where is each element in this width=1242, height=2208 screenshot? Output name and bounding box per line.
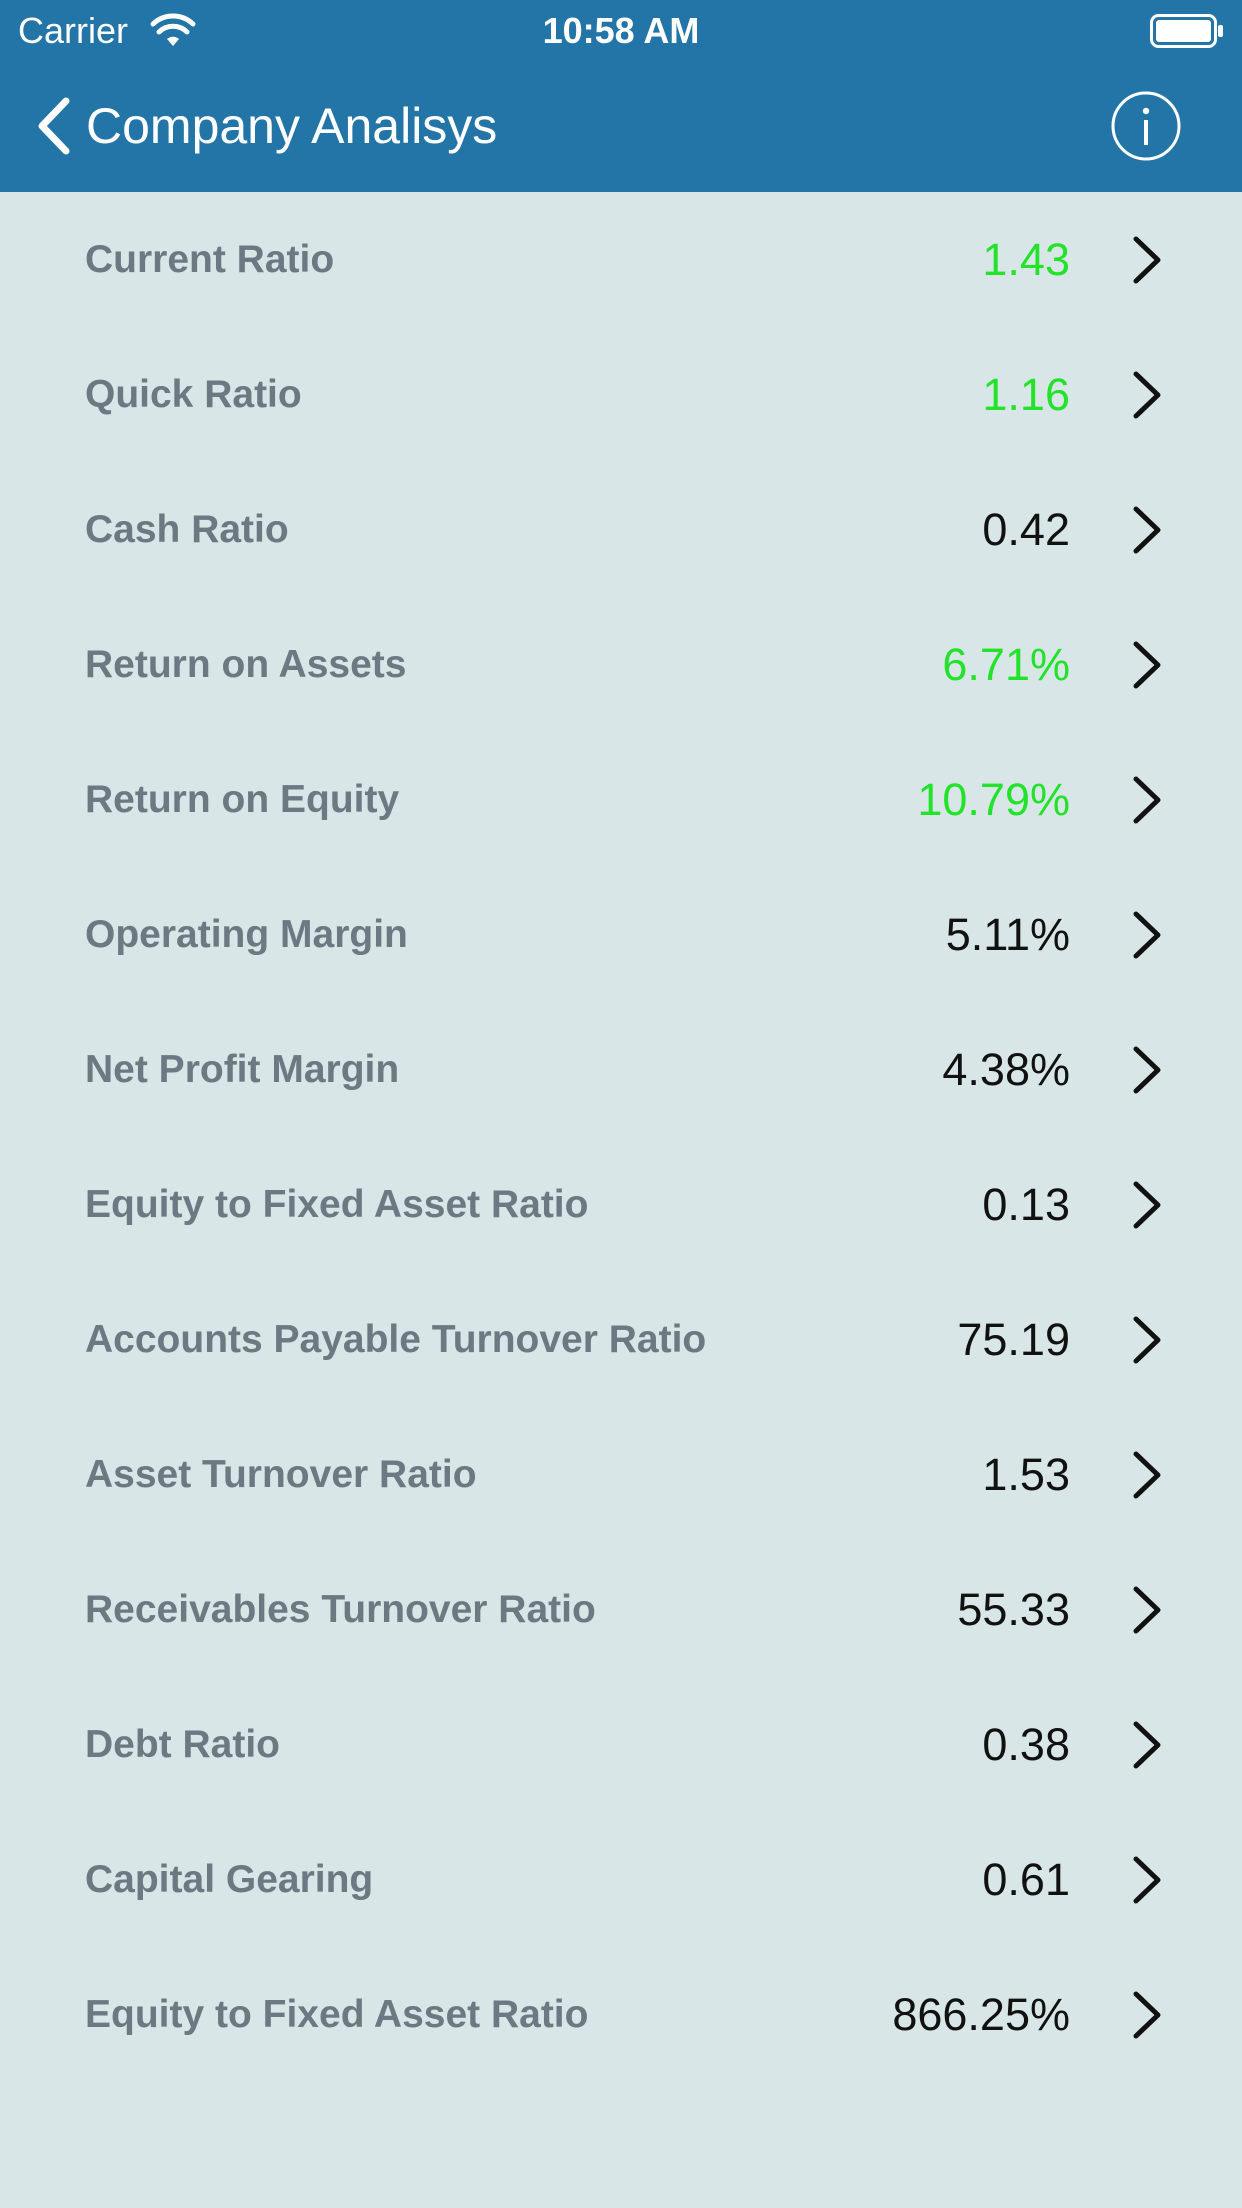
ratio-row[interactable]: Operating Margin 5.11%	[0, 867, 1242, 1002]
ratio-value: 866.25%	[892, 1989, 1070, 2040]
chevron-right-icon	[1133, 911, 1161, 959]
ratio-value: 10.79%	[917, 774, 1070, 825]
ratio-label: Return on Equity	[85, 778, 400, 821]
ratio-label: Return on Assets	[85, 643, 407, 686]
chevron-right-icon	[1133, 371, 1161, 419]
ratio-label: Debt Ratio	[85, 1723, 280, 1766]
ratio-value: 1.16	[982, 369, 1070, 420]
ratio-row[interactable]: Equity to Fixed Asset Ratio 0.13	[0, 1137, 1242, 1272]
battery-icon	[1150, 14, 1223, 48]
chevron-right-icon	[1133, 1316, 1161, 1364]
ratio-row[interactable]: Asset Turnover Ratio 1.53	[0, 1407, 1242, 1542]
ratio-label: Operating Margin	[85, 913, 408, 956]
ratio-value: 1.53	[982, 1449, 1070, 1500]
back-button[interactable]: Company Analisys	[34, 90, 497, 162]
chevron-right-icon	[1133, 236, 1161, 284]
chevron-left-icon	[38, 97, 70, 155]
ratio-label: Asset Turnover Ratio	[85, 1453, 477, 1496]
chevron-right-icon	[1133, 1451, 1161, 1499]
status-bar: Carrier 10:58 AM	[0, 0, 1242, 62]
chevron-right-icon	[1133, 1991, 1161, 2039]
ratio-list: Current Ratio 1.43 Quick Ratio 1.16 Cash Rat…	[0, 192, 1242, 2082]
ratio-row[interactable]: Debt Ratio 0.38	[0, 1677, 1242, 1812]
ratio-row[interactable]: Accounts Payable Turnover Ratio 75.19	[0, 1272, 1242, 1407]
ratio-row[interactable]: Return on Assets 6.71%	[0, 597, 1242, 732]
ratio-value: 0.38	[982, 1719, 1070, 1770]
ratio-value: 6.71%	[942, 639, 1070, 690]
chevron-right-icon	[1133, 506, 1161, 554]
chevron-right-icon	[1133, 1721, 1161, 1769]
ratio-row[interactable]: Quick Ratio 1.16	[0, 327, 1242, 462]
chevron-right-icon	[1133, 1856, 1161, 1904]
ratio-row[interactable]: Equity to Fixed Asset Ratio 866.25%	[0, 1947, 1242, 2082]
ratio-value: 1.43	[982, 234, 1070, 285]
info-icon[interactable]	[1110, 90, 1182, 162]
status-time: 10:58 AM	[542, 10, 700, 51]
chevron-right-icon	[1133, 776, 1161, 824]
ratio-value: 75.19	[957, 1314, 1070, 1365]
ratio-value: 55.33	[957, 1584, 1070, 1635]
ratio-value: 0.42	[982, 504, 1070, 555]
ratio-label: Receivables Turnover Ratio	[85, 1588, 596, 1631]
ratio-label: Capital Gearing	[85, 1858, 374, 1901]
ratio-label: Equity to Fixed Asset Ratio	[85, 1993, 589, 2036]
ratio-label: Current Ratio	[85, 238, 335, 281]
ratio-row[interactable]: Capital Gearing 0.61	[0, 1812, 1242, 1947]
chevron-right-icon	[1133, 641, 1161, 689]
ratio-label: Accounts Payable Turnover Ratio	[85, 1318, 707, 1361]
ratio-row[interactable]: Receivables Turnover Ratio 55.33	[0, 1542, 1242, 1677]
ratio-value: 4.38%	[942, 1044, 1070, 1095]
chevron-right-icon	[1133, 1586, 1161, 1634]
ratio-label: Quick Ratio	[85, 373, 302, 416]
ratio-row[interactable]: Current Ratio 1.43	[0, 192, 1242, 327]
chevron-right-icon	[1133, 1181, 1161, 1229]
ratio-row[interactable]: Return on Equity 10.79%	[0, 732, 1242, 867]
ratio-row[interactable]: Net Profit Margin 4.38%	[0, 1002, 1242, 1137]
page-title: Company Analisys	[86, 98, 498, 154]
ratio-label: Cash Ratio	[85, 508, 289, 551]
ratio-label: Equity to Fixed Asset Ratio	[85, 1183, 589, 1226]
ratio-row[interactable]: Cash Ratio 0.42	[0, 462, 1242, 597]
carrier-label: Carrier	[18, 10, 129, 51]
wifi-icon	[150, 13, 196, 46]
ratio-value: 0.61	[982, 1854, 1070, 1905]
chevron-right-icon	[1133, 1046, 1161, 1094]
ratio-value: 5.11%	[945, 909, 1070, 960]
ratio-value: 0.13	[982, 1179, 1070, 1230]
ratio-label: Net Profit Margin	[85, 1048, 400, 1091]
navigation-bar: Company Analisys	[0, 62, 1242, 192]
